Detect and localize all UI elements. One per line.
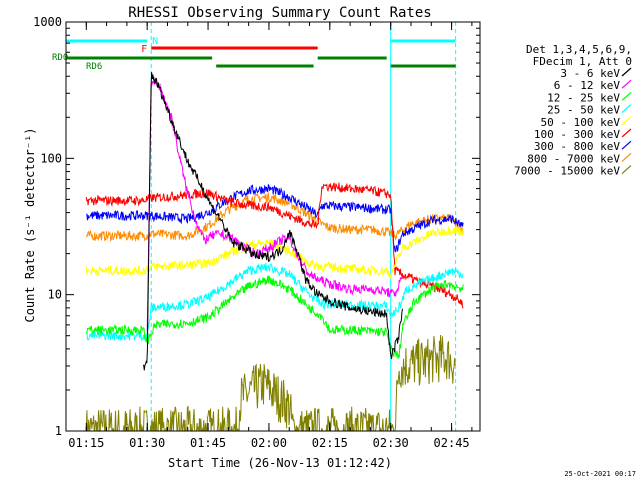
legend-swatch xyxy=(621,104,632,114)
legend-swatch xyxy=(621,152,632,162)
legend-label: 800 - 7000 keV xyxy=(527,152,620,165)
y-tick-label: 10 xyxy=(48,288,62,302)
legend-swatch xyxy=(621,140,632,150)
flare-bar-label: F xyxy=(141,44,147,55)
series-line xyxy=(85,275,464,359)
rd0-label: RD0 xyxy=(52,53,68,63)
plot-area: NF RD0 RD6 1 10 100 1000 01:15 01:30 01:45 02:00 02… xyxy=(33,15,481,450)
legend-header: FDecim 1, Att 0 xyxy=(533,55,632,68)
series-line xyxy=(85,262,464,342)
series-line xyxy=(142,72,403,371)
legend-swatch xyxy=(621,67,632,77)
legend-swatch xyxy=(621,165,632,175)
saa-bar-label: N xyxy=(152,36,158,47)
x-tick-label: 02:00 xyxy=(251,436,287,450)
legend-swatch xyxy=(621,79,632,89)
legend-label: 7000 - 15000 keV xyxy=(514,165,620,178)
legend-swatch xyxy=(621,128,632,138)
x-tick-label: 02:30 xyxy=(373,436,409,450)
legend-label: 25 - 50 keV xyxy=(547,104,620,117)
x-tick-label: 02:15 xyxy=(312,436,348,450)
legend: Det 1,3,4,5,6,9,FDecim 1, Att 03 - 6 keV… xyxy=(514,43,632,178)
legend-label: 50 - 100 keV xyxy=(541,116,621,129)
legend-label: 3 - 6 keV xyxy=(560,67,620,80)
legend-swatch xyxy=(621,116,632,126)
chart-title: RHESSI Observing Summary Count Rates xyxy=(128,5,431,21)
legend-label: 6 - 12 keV xyxy=(554,79,621,92)
legend-label: 12 - 25 keV xyxy=(547,91,620,104)
legend-label: 100 - 300 keV xyxy=(534,128,620,141)
rd6-label: RD6 xyxy=(86,62,102,72)
y-tick-label: 1 xyxy=(55,424,62,438)
series-line xyxy=(146,76,403,332)
legend-label: 300 - 800 keV xyxy=(534,140,620,153)
x-tick-label: 01:45 xyxy=(190,436,226,450)
x-tick-label: 02:45 xyxy=(434,436,470,450)
legend-swatch xyxy=(621,91,632,101)
x-tick-label: 01:15 xyxy=(68,436,104,450)
x-axis-label: Start Time (26-Nov-13 01:12:42) xyxy=(168,456,392,470)
y-tick-label: 100 xyxy=(40,151,62,165)
legend-header: Det 1,3,4,5,6,9, xyxy=(526,43,632,56)
timestamp: 25-Oct-2021 00:17 xyxy=(564,470,636,478)
x-tick-label: 01:30 xyxy=(129,436,165,450)
plot-frame xyxy=(65,21,481,432)
y-axis-label: Count Rate (s⁻¹ detector⁻¹) xyxy=(23,127,37,322)
y-tick-label: 1000 xyxy=(33,15,62,29)
